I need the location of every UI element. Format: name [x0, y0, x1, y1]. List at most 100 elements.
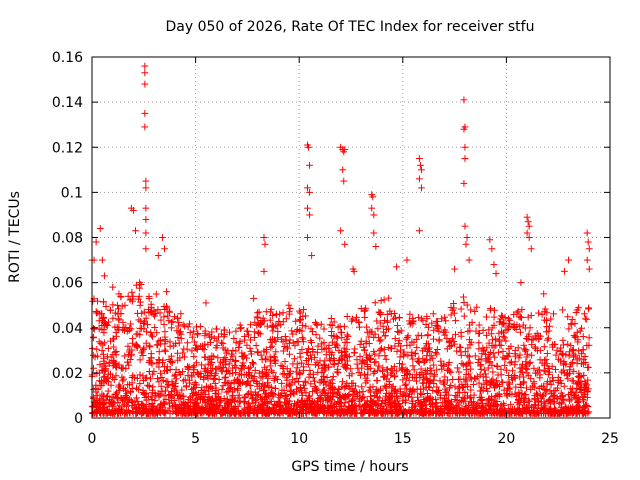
- data-point: [475, 321, 483, 329]
- data-point: [379, 364, 387, 372]
- data-point: [466, 394, 474, 402]
- data-point: [144, 321, 151, 329]
- data-point: [154, 375, 161, 382]
- data-point: [279, 338, 287, 346]
- data-point: [316, 334, 324, 342]
- data-point: [581, 353, 589, 360]
- data-point: [315, 362, 322, 370]
- data-point: [569, 385, 576, 393]
- data-point: [302, 312, 309, 320]
- data-point: [232, 369, 239, 376]
- data-point: [178, 386, 186, 394]
- data-point: [271, 354, 279, 362]
- data-point: [506, 359, 514, 367]
- data-point: [100, 373, 108, 381]
- data-point: [127, 320, 135, 328]
- data-point: [560, 341, 567, 349]
- data-point: [102, 303, 110, 310]
- data-point: [581, 310, 588, 318]
- data-point: [151, 324, 159, 331]
- data-point: [152, 290, 160, 298]
- data-point: [129, 335, 137, 342]
- x-tick-label: 25: [601, 431, 619, 447]
- data-point: [184, 364, 192, 372]
- data-point: [136, 356, 144, 364]
- data-point: [346, 365, 354, 373]
- data-point: [384, 366, 391, 374]
- data-point: [139, 389, 147, 396]
- data-point: [420, 385, 428, 393]
- x-axis-label: GPS time / hours: [291, 459, 408, 475]
- data-point: [471, 374, 478, 382]
- data-point: [104, 387, 112, 395]
- data-point: [305, 345, 312, 353]
- data-point: [268, 342, 276, 350]
- data-point: [155, 378, 163, 386]
- data-point: [553, 346, 561, 354]
- data-point: [393, 347, 401, 355]
- data-point: [99, 367, 107, 375]
- data-point: [411, 350, 419, 358]
- data-point: [307, 325, 315, 333]
- data-point: [383, 311, 391, 318]
- data-point: [509, 367, 516, 375]
- data-point: [572, 332, 580, 340]
- data-point: [531, 395, 539, 402]
- data-point: [112, 372, 120, 380]
- data-point: [571, 352, 579, 360]
- data-point: [133, 394, 140, 402]
- data-point: [215, 376, 223, 383]
- data-point: [405, 376, 413, 384]
- data-point: [209, 375, 217, 383]
- data-point: [527, 375, 535, 383]
- y-tick-label: 0.16: [52, 50, 83, 66]
- y-tick-label: 0.06: [52, 276, 83, 292]
- data-point: [415, 314, 423, 321]
- data-point: [466, 353, 473, 361]
- data-point: [375, 362, 383, 370]
- data-point: [480, 366, 488, 374]
- data-point: [309, 388, 316, 395]
- data-point: [200, 346, 208, 354]
- data-point: [354, 364, 362, 372]
- data-point: [502, 337, 510, 345]
- data-point: [552, 351, 560, 359]
- data-point: [250, 328, 258, 336]
- data-point: [248, 395, 256, 403]
- data-point: [531, 383, 539, 391]
- data-point: [273, 311, 280, 319]
- data-point: [286, 336, 294, 344]
- y-tick-label: 0.12: [52, 140, 83, 156]
- data-point: [379, 322, 387, 330]
- data-point: [132, 330, 140, 338]
- data-point: [210, 375, 218, 382]
- data-point: [186, 320, 193, 328]
- data-point: [253, 348, 261, 356]
- data-point: [540, 343, 548, 351]
- data-point: [311, 354, 319, 361]
- data-point: [374, 325, 382, 333]
- data-point: [564, 313, 572, 321]
- data-point: [401, 399, 409, 407]
- data-point: [424, 331, 432, 339]
- data-point: [429, 310, 437, 318]
- data-point: [121, 352, 129, 360]
- data-point: [525, 396, 533, 404]
- data-point: [433, 350, 441, 358]
- data-point: [229, 347, 237, 354]
- data-point: [157, 382, 165, 390]
- data-point: [144, 381, 151, 389]
- data-point: [90, 324, 97, 332]
- data-point: [579, 346, 587, 354]
- y-tick-label: 0.08: [52, 231, 83, 247]
- data-point: [153, 329, 161, 337]
- data-point: [371, 299, 379, 307]
- data-point: [489, 349, 497, 357]
- chart-title: Day 050 of 2026, Rate Of TEC Index for r…: [166, 19, 535, 35]
- data-points: [88, 62, 593, 417]
- y-tick-label: 0.02: [52, 366, 83, 382]
- data-point: [136, 380, 144, 388]
- grid-lines: [92, 57, 610, 418]
- data-point: [371, 359, 378, 366]
